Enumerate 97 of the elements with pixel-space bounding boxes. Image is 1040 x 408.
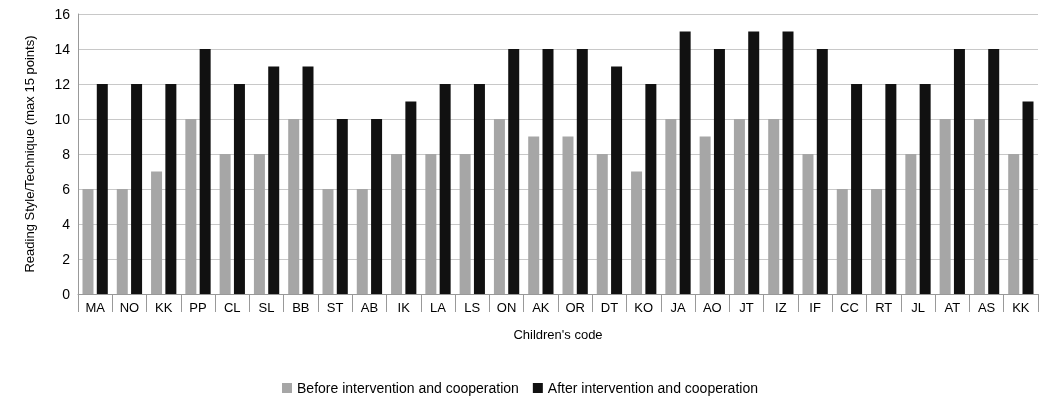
bar <box>631 171 643 294</box>
x-tick-label: RT <box>875 300 893 315</box>
bar <box>253 154 265 294</box>
x-tick-label: CC <box>840 300 859 315</box>
x-tick-label: IK <box>397 300 411 315</box>
bar <box>905 154 917 294</box>
bar <box>1022 101 1034 294</box>
x-tick-label: MA <box>85 300 106 315</box>
x-tick-label: IZ <box>775 300 787 315</box>
legend-label: Before intervention and cooperation <box>297 380 519 396</box>
bar <box>322 189 334 294</box>
x-tick-label: KO <box>634 300 654 315</box>
bar <box>665 119 677 294</box>
bar <box>596 154 608 294</box>
bar <box>508 49 520 294</box>
x-tick-label: ST <box>326 300 344 315</box>
bar <box>165 84 177 294</box>
x-tick-label: BB <box>292 300 310 315</box>
bar <box>356 189 368 294</box>
x-tick-label: PP <box>189 300 207 315</box>
bar <box>782 31 794 294</box>
x-tick-label: JL <box>911 300 925 315</box>
x-tick-label: IF <box>809 300 821 315</box>
bar <box>528 136 540 294</box>
bar <box>679 31 691 294</box>
bar <box>611 66 623 294</box>
bar <box>816 49 828 294</box>
bar <box>439 84 451 294</box>
bar <box>425 154 437 294</box>
y-tick-label: 6 <box>62 181 71 197</box>
bar <box>268 66 280 294</box>
bar <box>185 119 197 294</box>
bar <box>871 189 883 294</box>
x-tick-label: KK <box>1012 300 1030 315</box>
x-tick-label: LA <box>430 300 447 315</box>
bar <box>219 154 231 294</box>
bar <box>199 49 211 294</box>
x-tick-label: AT <box>944 300 961 315</box>
bar <box>288 119 300 294</box>
y-tick-label: 10 <box>54 111 71 127</box>
x-tick-label: AK <box>532 300 550 315</box>
bar <box>391 154 403 294</box>
x-tick-label: LS <box>464 300 481 315</box>
y-tick-label: 2 <box>62 251 71 267</box>
x-tick-label: NO <box>119 300 140 315</box>
bar <box>302 66 314 294</box>
bar <box>973 119 985 294</box>
bar <box>562 136 574 294</box>
y-tick-label: 8 <box>62 146 71 162</box>
bar <box>919 84 931 294</box>
bar <box>116 189 128 294</box>
x-tick-label: JT <box>739 300 754 315</box>
x-tick-label: AO <box>702 300 722 315</box>
x-tick-label: AB <box>360 300 379 315</box>
bar <box>336 119 348 294</box>
bar <box>473 84 485 294</box>
x-tick-label: SL <box>258 300 275 315</box>
bar <box>768 119 780 294</box>
bar <box>371 119 383 294</box>
x-axis-title: Children's code <box>513 327 603 342</box>
bar <box>131 84 143 294</box>
bar <box>576 49 588 294</box>
y-tick-label: 4 <box>62 216 71 232</box>
bar <box>699 136 711 294</box>
bar <box>493 119 505 294</box>
y-tick-label: 12 <box>54 76 71 92</box>
y-tick-label: 14 <box>54 41 71 57</box>
bar <box>836 189 848 294</box>
x-tick-label: AS <box>977 300 996 315</box>
bar <box>713 49 725 294</box>
bar <box>459 154 471 294</box>
bar <box>953 49 965 294</box>
x-tick-label: JA <box>670 300 686 315</box>
y-tick-label: 16 <box>54 6 71 22</box>
x-tick-label: DT <box>600 300 619 315</box>
bar <box>851 84 863 294</box>
x-tick-label: KK <box>155 300 173 315</box>
legend-label: After intervention and cooperation <box>547 380 758 396</box>
y-axis-title: Reading Style/Technique (max 15 points) <box>22 35 37 273</box>
bar <box>748 31 760 294</box>
x-tick-label: ON <box>496 300 517 315</box>
bar <box>645 84 657 294</box>
bar <box>802 154 814 294</box>
bar <box>885 84 897 294</box>
bar <box>405 101 417 294</box>
bar <box>988 49 1000 294</box>
bar <box>96 84 108 294</box>
y-tick-label: 0 <box>62 286 71 302</box>
bar <box>233 84 245 294</box>
x-tick-label: CL <box>223 300 241 315</box>
bar <box>542 49 554 294</box>
bar <box>151 171 163 294</box>
bar <box>733 119 745 294</box>
bar <box>82 189 94 294</box>
bar <box>939 119 951 294</box>
x-tick-label: OR <box>565 300 585 315</box>
bar <box>1008 154 1020 294</box>
